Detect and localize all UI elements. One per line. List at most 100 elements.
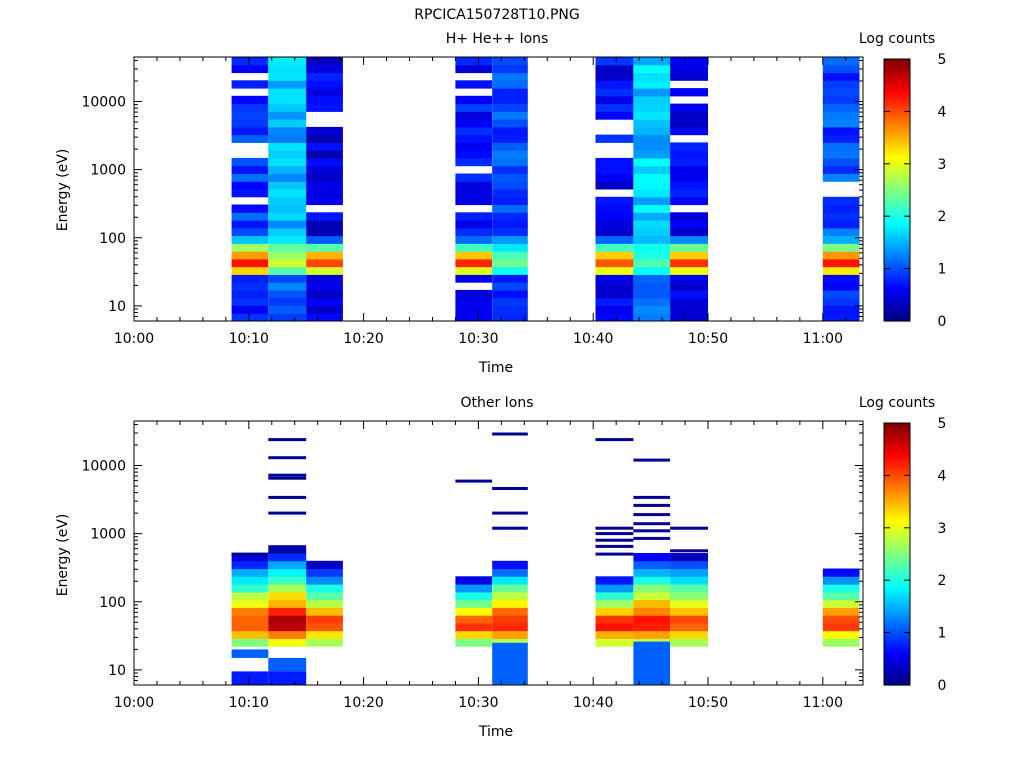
colorbar-segment [884, 200, 910, 204]
spectrogram-cell [455, 584, 493, 593]
colorbar-segment [884, 429, 910, 433]
colorbar-segment [884, 209, 910, 213]
colorbar-tick-label: 2 [938, 209, 947, 225]
colorbar-segment [884, 316, 910, 320]
spectrogram-column [306, 57, 343, 322]
colorbar-segment [884, 634, 910, 638]
colorbar-segment [884, 499, 910, 503]
spectrogram-cell [231, 64, 269, 74]
spectrogram-cell [492, 243, 528, 252]
colorbar-segment [884, 547, 910, 551]
spectrogram-cell [268, 173, 307, 182]
colorbar-segment [884, 604, 910, 607]
spectrogram-cell [492, 72, 528, 81]
colorbar-segment [884, 144, 910, 147]
colorbar-segment [884, 126, 910, 130]
spectrogram-cell [268, 568, 307, 577]
spectrogram-cell [231, 134, 269, 143]
spectrogram-cell [670, 88, 708, 97]
spectrogram-cell [268, 181, 307, 190]
colorbar-segment [884, 59, 910, 62]
spectrogram-cell [822, 212, 860, 221]
spectrogram-line [633, 495, 671, 499]
spectrogram-column [595, 438, 634, 647]
colorbar-segment [884, 473, 910, 476]
spectrogram-cell [633, 297, 671, 306]
spectrogram-cell [822, 622, 860, 632]
colorbar-segment [884, 117, 910, 121]
y-tick-label: 100 [99, 231, 126, 247]
spectrogram-cell [492, 576, 528, 585]
spectrogram-line [268, 438, 307, 442]
colorbar-segment [884, 240, 910, 243]
spectrogram-line [268, 495, 307, 499]
colorbar-segment [884, 606, 910, 610]
spectrogram-cell [455, 630, 493, 639]
spectrogram-cell [306, 134, 343, 143]
colorbar-segment [884, 477, 910, 481]
colorbar-segment [884, 152, 910, 156]
spectrogram-cell [268, 95, 307, 105]
x-tick-label: 10:50 [688, 331, 728, 347]
colorbar-segment [884, 155, 910, 158]
spectrogram-cell [268, 111, 307, 120]
spectrogram-cell [492, 251, 528, 260]
spectrogram-line [595, 544, 634, 548]
colorbar-segment [884, 183, 910, 187]
colorbar-segment [884, 501, 910, 505]
spectrogram-cell [231, 568, 269, 577]
colorbar-segment [884, 676, 910, 680]
spectrogram-cell [822, 64, 860, 74]
spectrogram-cell [670, 266, 708, 275]
spectrogram-column [822, 57, 860, 322]
spectrogram-cell [670, 173, 708, 182]
colorbar-segment [884, 222, 910, 226]
colorbar-segment [884, 264, 910, 268]
spectrogram-cell [633, 251, 671, 260]
panel-top-title: H+ He++ Ions [446, 31, 549, 47]
spectrogram-cell [822, 576, 860, 585]
colorbar-segment [884, 569, 910, 573]
colorbar-segment [884, 584, 910, 588]
spectrogram-cell [306, 95, 343, 105]
spectrogram-column [455, 479, 493, 647]
colorbar-segment [884, 630, 910, 634]
spectrogram-cell [231, 157, 269, 167]
colorbar-segment [884, 460, 910, 463]
spectrogram-cell [455, 251, 493, 260]
spectrogram-cell [268, 142, 307, 151]
spectrogram-cell [231, 173, 269, 182]
spectrogram-cell [306, 599, 343, 608]
spectrogram-cell [306, 220, 343, 229]
spectrogram-cell [633, 282, 671, 291]
colorbar-segment [884, 244, 910, 248]
spectrogram-cell [633, 560, 671, 570]
spectrogram-cell [670, 630, 708, 639]
colorbar-segment [884, 176, 910, 180]
spectrogram-cell [306, 157, 343, 167]
spectrogram-cell [822, 305, 860, 314]
y-tick-label: 10000 [81, 95, 126, 111]
spectrogram-cell [231, 671, 269, 685]
spectrogram-cell [231, 297, 269, 306]
colorbar-segment [884, 303, 910, 307]
spectrogram-line [268, 511, 307, 515]
spectrogram-cell [455, 622, 493, 632]
spectrogram-cell [670, 568, 708, 577]
spectrogram-cell [595, 212, 634, 221]
spectrogram-line [633, 513, 671, 517]
spectrogram-cell [595, 57, 634, 66]
spectrogram-cell [595, 266, 634, 275]
colorbar-segment [884, 671, 910, 675]
x-tick-label: 10:40 [573, 331, 613, 347]
spectrogram-line [633, 458, 671, 462]
colorbar-segment [884, 192, 910, 195]
spectrogram-cell [633, 630, 671, 639]
spectrogram-cell [268, 258, 307, 268]
spectrogram-cell [492, 95, 528, 105]
spectrogram-cell [231, 243, 269, 252]
spectrogram-cell [492, 119, 528, 128]
spectrogram-cell [670, 584, 708, 593]
spectrogram-cell [595, 638, 634, 647]
